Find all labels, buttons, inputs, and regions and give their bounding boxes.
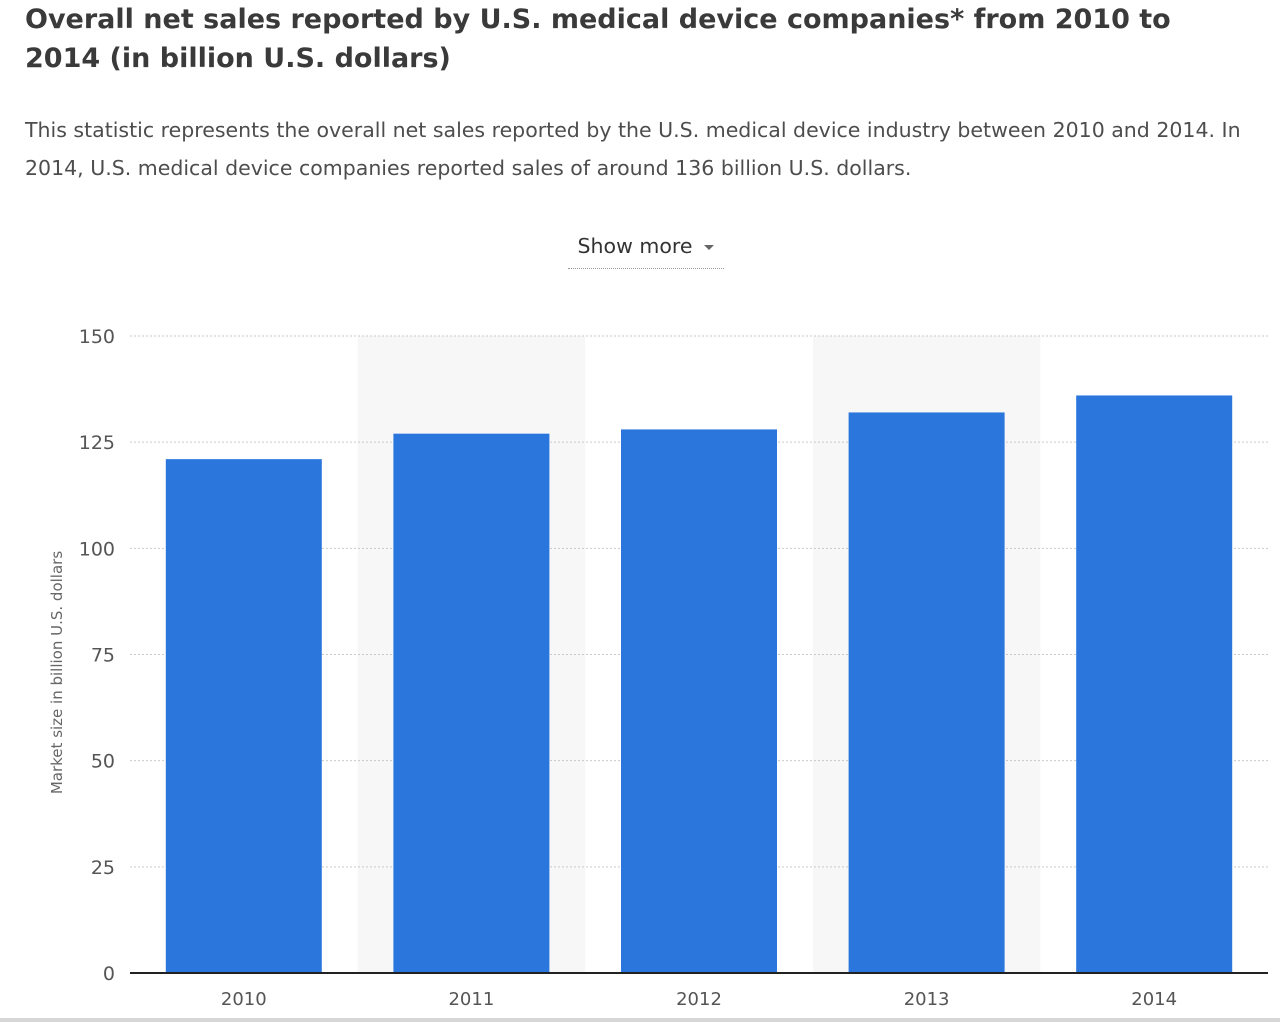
x-tick-label: 2010 <box>221 989 267 1010</box>
y-tick-label: 75 <box>91 645 115 667</box>
bar-2012[interactable] <box>621 429 777 974</box>
bar-2011[interactable] <box>393 433 550 973</box>
x-axis-ticks: 2010 2011 2012 2013 2014 <box>221 989 1177 1010</box>
x-tick-label: 2014 <box>1131 989 1177 1010</box>
y-tick-label: 0 <box>103 963 115 985</box>
page-title: Overall net sales reported by U.S. medic… <box>25 4 1171 74</box>
y-tick-label: 25 <box>91 857 115 879</box>
y-axis-label: Market size in billion U.S. dollars <box>48 551 66 794</box>
y-tick-label: 50 <box>91 751 115 773</box>
statistic-description: This statistic represents the overall ne… <box>25 118 1241 180</box>
y-tick-label: 150 <box>79 326 115 348</box>
bar-2013[interactable] <box>848 412 1005 973</box>
bar-chart: 0 25 50 75 100 125 150 2010 2011 2012 2013 2014 Ma… <box>48 326 1268 1010</box>
bottom-rule <box>0 1018 1280 1022</box>
y-tick-label: 100 <box>79 538 115 560</box>
bar-2010[interactable] <box>165 459 322 973</box>
show-more-button[interactable]: Show more <box>568 224 724 269</box>
bars <box>165 395 1233 974</box>
x-tick-label: 2013 <box>904 989 950 1010</box>
y-tick-label: 125 <box>79 432 115 454</box>
show-more-label: Show more <box>577 234 693 258</box>
caret-down-icon <box>704 245 715 250</box>
x-tick-label: 2012 <box>676 989 722 1010</box>
y-axis-ticks: 0 25 50 75 100 125 150 <box>79 326 115 985</box>
bar-2014[interactable] <box>1076 395 1233 973</box>
x-tick-label: 2011 <box>448 989 494 1010</box>
